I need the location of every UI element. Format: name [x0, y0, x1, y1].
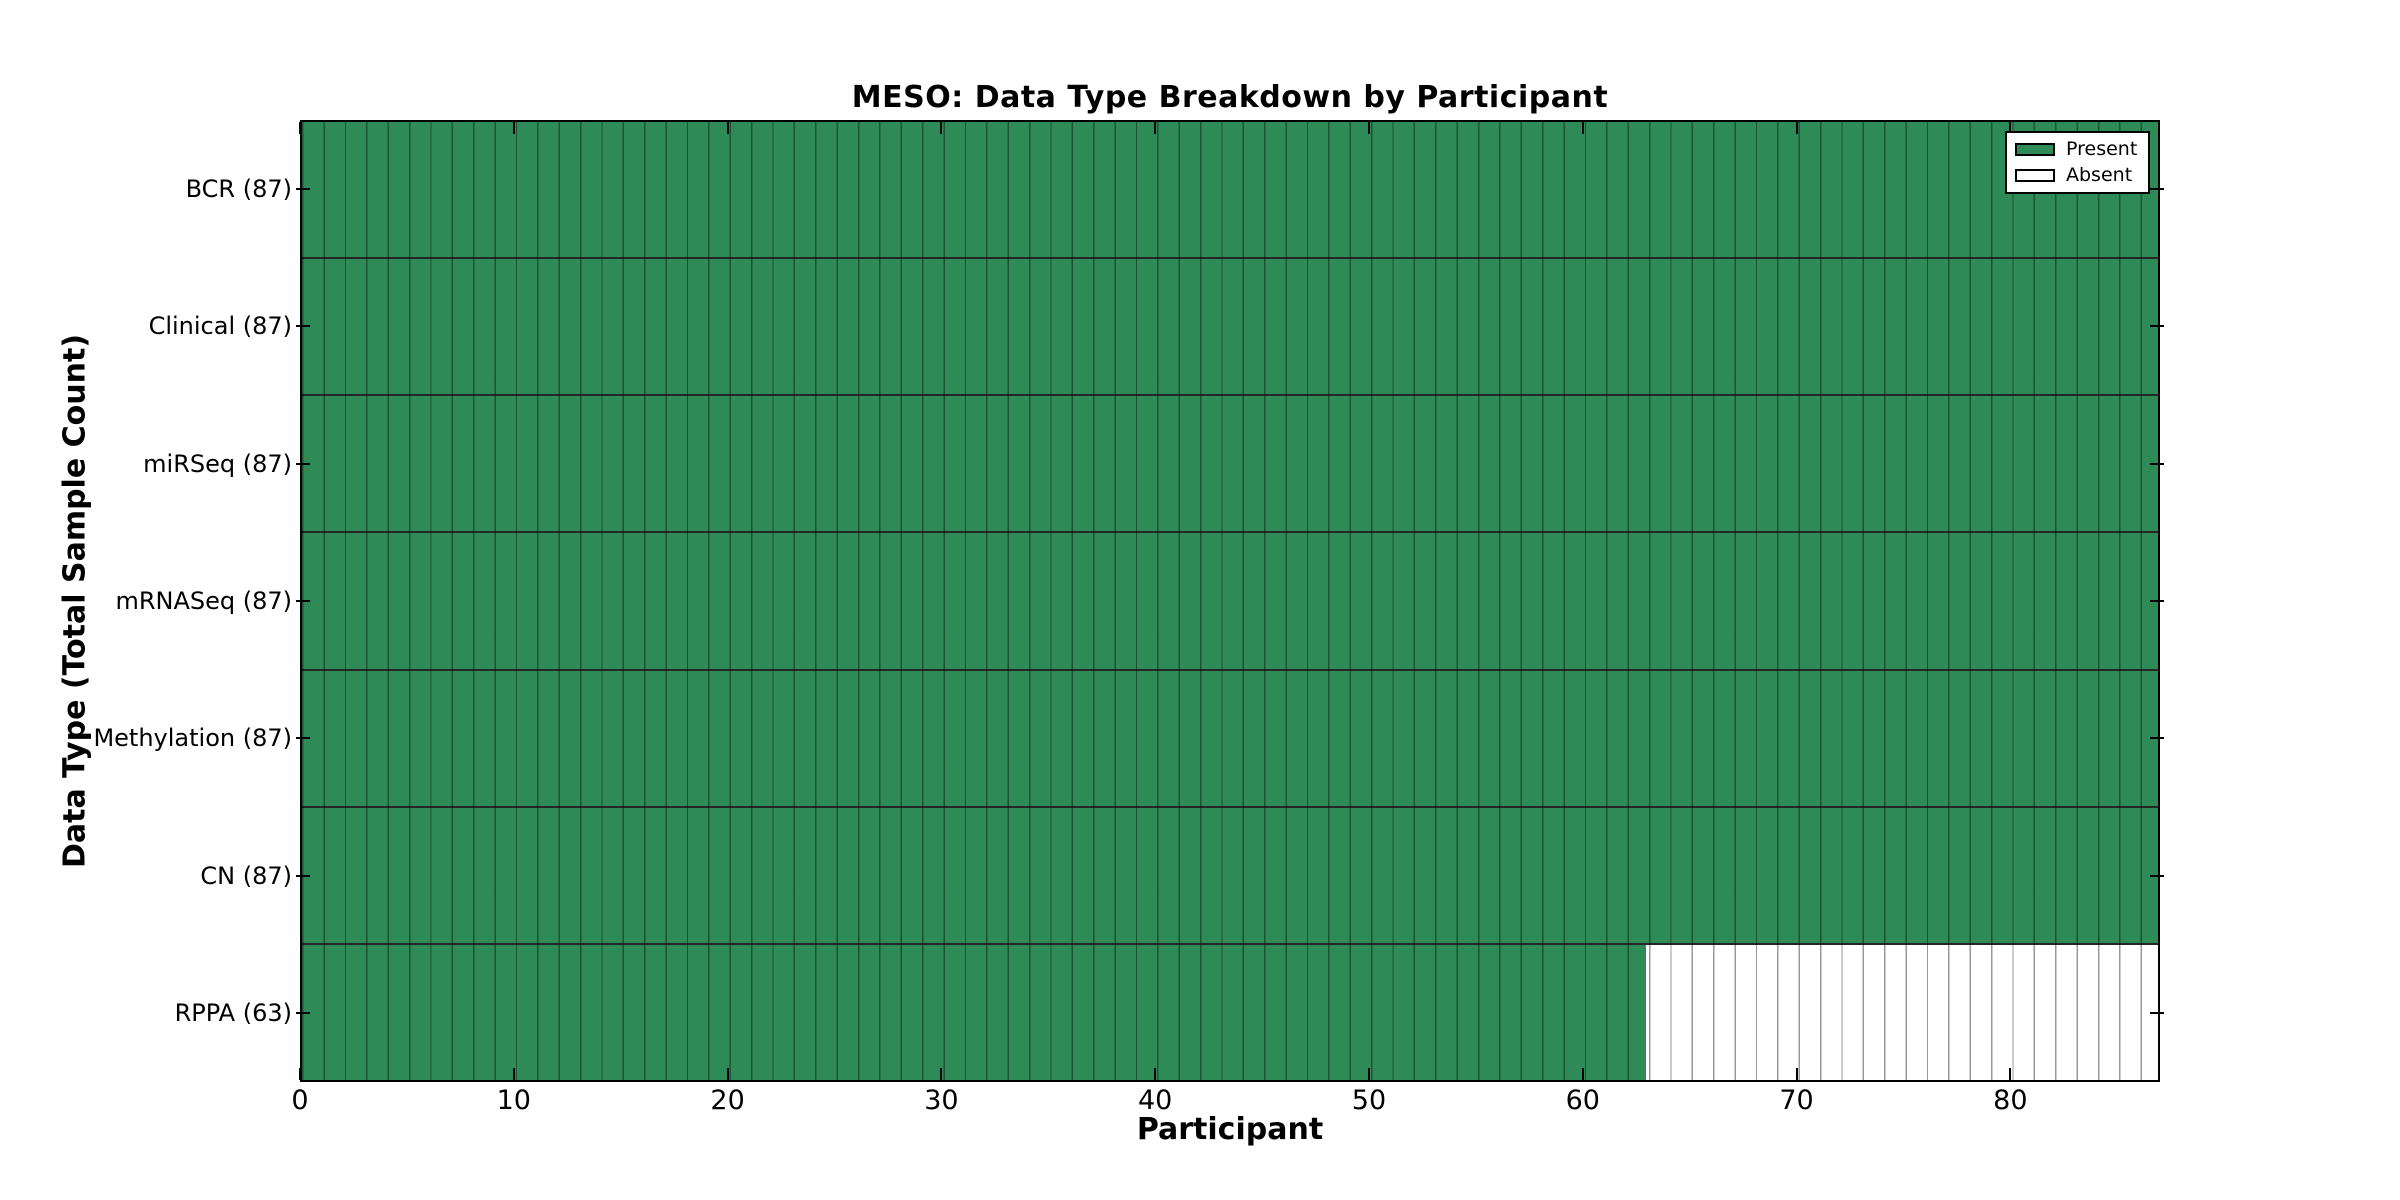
x-tick-bottom: [1581, 1068, 1584, 1080]
legend-absent-swatch: [2015, 169, 2055, 182]
y-tick-left: [296, 325, 310, 328]
y-tick-label: mRNASeq (87): [115, 587, 292, 615]
x-tick-top: [1795, 122, 1798, 134]
x-tick-bottom: [1154, 1068, 1157, 1080]
x-tick-label: 50: [1351, 1085, 1387, 1116]
y-tick-right: [2150, 874, 2164, 877]
x-tick-bottom: [1795, 1068, 1798, 1080]
present-segment: [302, 396, 2158, 532]
x-tick-label: 0: [291, 1085, 309, 1116]
x-axis-label: Participant: [1136, 1112, 1324, 1147]
y-tick-label: CN (87): [200, 861, 292, 890]
legend-entry-present: Present: [2015, 140, 2140, 159]
row-mrnaseq: [302, 531, 2158, 669]
x-tick-label: 30: [924, 1085, 959, 1116]
x-tick-label: 40: [1137, 1085, 1173, 1116]
legend-label: Absent: [2066, 164, 2133, 186]
present-segment: [302, 807, 2158, 943]
x-tick-label: 20: [710, 1085, 745, 1116]
y-tick-right: [2150, 737, 2164, 740]
y-tick-label: RPPA (63): [174, 999, 292, 1028]
present-segment: [302, 533, 2158, 669]
present-segment: [302, 670, 2158, 806]
y-tick-right: [2150, 462, 2164, 465]
x-tick-label: 70: [1779, 1085, 1814, 1116]
y-tick-label: Methylation (87): [93, 724, 292, 753]
x-tick-top: [940, 122, 943, 134]
y-tick-left: [296, 187, 310, 190]
y-tick-left: [296, 874, 310, 877]
x-tick-label: 60: [1565, 1085, 1600, 1116]
chart-title: MESO: Data Type Breakdown by Participant: [851, 80, 1609, 115]
present-segment: [302, 122, 2158, 258]
x-tick-bottom: [726, 1068, 729, 1080]
y-tick-left: [296, 462, 310, 465]
x-tick-top: [726, 122, 729, 134]
absent-segment: [1646, 944, 2158, 1080]
x-tick-top: [2009, 122, 2012, 134]
y-tick-label: BCR (87): [185, 174, 292, 203]
row-cn: [302, 805, 2158, 943]
x-tick-top: [512, 122, 515, 134]
x-tick-label: 80: [1993, 1085, 2028, 1116]
y-tick-right: [2150, 1012, 2164, 1015]
x-tick-bottom: [940, 1068, 943, 1080]
x-tick-bottom: [512, 1068, 515, 1080]
row-clinical: [302, 257, 2158, 395]
legend-label: Present: [2066, 138, 2138, 160]
row-mirseq: [302, 394, 2158, 532]
x-tick-top: [1154, 122, 1157, 134]
legend-entry-absent: Absent: [2015, 166, 2140, 185]
plot-area: [300, 120, 2160, 1082]
y-tick-left: [296, 737, 310, 740]
x-tick-bottom: [299, 1068, 301, 1080]
row-rppa: [302, 942, 2158, 1080]
x-tick-bottom: [2009, 1068, 2012, 1080]
y-tick-right: [2150, 600, 2164, 602]
present-segment: [302, 944, 1646, 1080]
row-methylation: [302, 668, 2158, 806]
y-tick-label: Clinical (87): [148, 312, 292, 341]
y-tick-right: [2150, 325, 2164, 328]
x-tick-top: [1367, 122, 1370, 134]
legend-present-swatch: [2015, 143, 2055, 156]
y-tick-left: [296, 1012, 310, 1015]
x-tick-top: [299, 122, 301, 134]
legend: Present Absent: [2005, 131, 2150, 194]
plot-rows: [302, 122, 2158, 1080]
y-tick-right: [2150, 187, 2164, 190]
y-tick-label: miRSeq (87): [143, 449, 292, 478]
present-segment: [302, 259, 2158, 395]
row-bcr: [302, 122, 2158, 258]
y-tick-left: [296, 600, 310, 602]
x-tick-label: 10: [496, 1085, 531, 1116]
x-tick-bottom: [1367, 1068, 1370, 1080]
x-tick-top: [1581, 122, 1584, 134]
y-axis-label: Data Type (Total Sample Count): [57, 333, 93, 869]
